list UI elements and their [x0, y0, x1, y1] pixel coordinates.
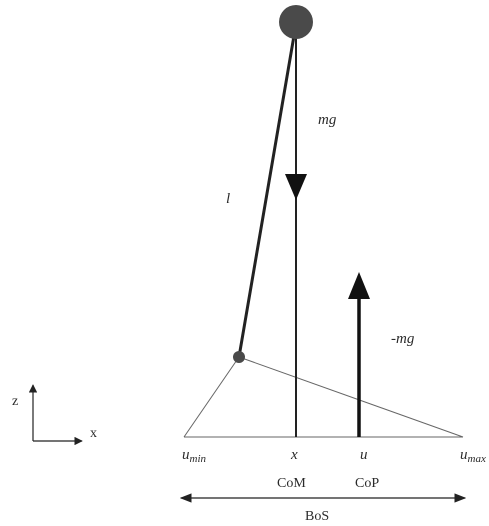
x-position-label: x — [290, 447, 298, 463]
bos-label: BoS — [305, 509, 329, 524]
ankle-joint — [233, 351, 245, 363]
u-max-label: umax — [460, 447, 486, 465]
z-axis-label: z — [12, 394, 18, 409]
u-position-label: u — [360, 447, 368, 463]
cop-label: CoP — [355, 476, 379, 491]
pendulum-rod — [237, 23, 298, 358]
support-right-line — [238, 356, 464, 438]
x-axis-label: x — [90, 426, 97, 441]
length-label: l — [226, 191, 230, 207]
gravity-arrowhead — [285, 174, 307, 200]
reaction-label: -mg — [391, 331, 415, 347]
com-label: CoM — [277, 476, 306, 491]
support-left-line — [183, 356, 240, 438]
point-mass — [279, 5, 313, 39]
u-min-label: umin — [182, 447, 207, 465]
gravity-label: mg — [318, 112, 337, 128]
reaction-arrowhead — [348, 272, 370, 299]
